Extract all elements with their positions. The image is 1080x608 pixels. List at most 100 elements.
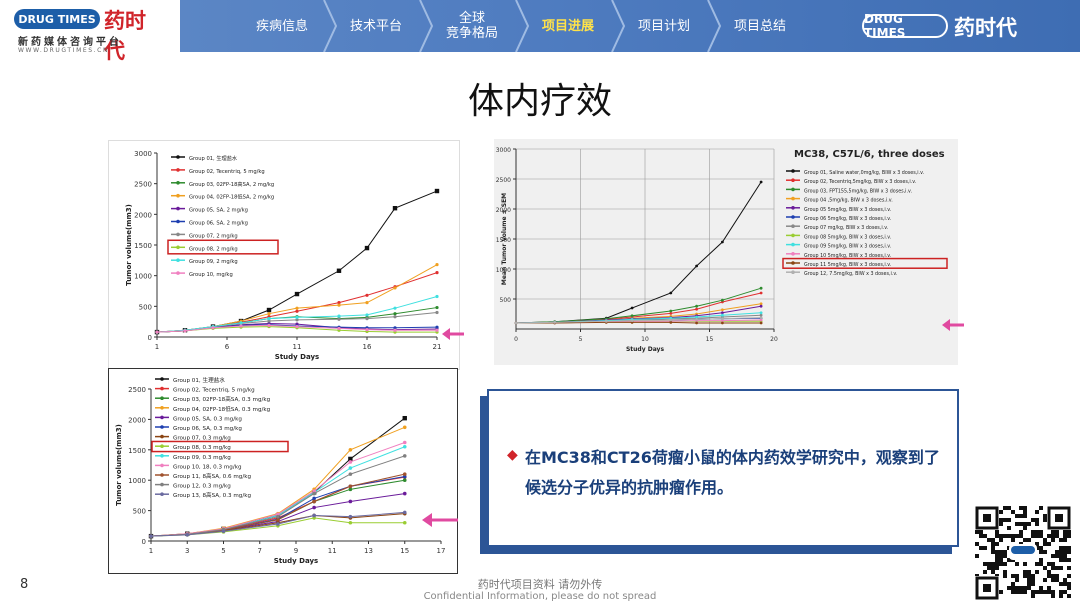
- legend-label: Group 04, 02FP-18低SA, 0.3 mg/kg: [173, 405, 271, 413]
- data-point: [721, 317, 724, 321]
- legend-marker: [176, 271, 180, 275]
- qr-module: [1011, 534, 1015, 538]
- legend-marker: [791, 242, 795, 247]
- legend-label: Group 05 5mg/kg, BIW x 3 doses,i.v.: [804, 207, 891, 213]
- qr-module: [1051, 578, 1055, 582]
- y-tick-label: 0: [148, 334, 152, 342]
- y-tick-label: 1000: [496, 267, 511, 274]
- qr-module: [995, 550, 999, 554]
- tab-project-summary[interactable]: 项目总结: [733, 18, 786, 34]
- qr-module: [975, 530, 979, 534]
- data-point: [630, 319, 634, 322]
- legend-label: Group 04 ,5mg/kg, BIW x 3 doses,i.v.: [804, 198, 893, 204]
- x-tick-label: 6: [225, 343, 230, 351]
- qr-module: [1007, 518, 1011, 522]
- qr-module: [1059, 594, 1063, 598]
- qr-module: [1067, 546, 1071, 550]
- data-point: [759, 302, 763, 306]
- qr-module: [1035, 530, 1039, 534]
- qr-module: [991, 538, 995, 542]
- qr-module: [1023, 586, 1027, 590]
- qr-module: [1031, 578, 1035, 582]
- data-point: [312, 513, 316, 518]
- legend-marker: [176, 168, 180, 172]
- tab-global-competition[interactable]: 全球 竞争格局: [445, 11, 498, 41]
- qr-module: [1035, 534, 1039, 538]
- legend-marker: [160, 482, 164, 487]
- legend-marker: [176, 193, 180, 198]
- qr-module: [995, 530, 999, 534]
- x-tick-label: 21: [433, 343, 442, 351]
- legend-label: Group 07 mg/kg, BIW x 3 doses,i.v.: [804, 225, 888, 231]
- data-point: [365, 301, 369, 305]
- data-point: [402, 491, 407, 496]
- qr-module: [995, 542, 999, 546]
- qr-module: [983, 546, 987, 550]
- qr-module: [1047, 562, 1051, 566]
- tab-tech-platform[interactable]: 技术平台: [349, 18, 402, 34]
- data-point: [348, 484, 353, 489]
- legend-label: Group 11 5mg/kg, BIW x 3 doses,i.v.: [804, 262, 891, 268]
- data-point: [348, 448, 353, 452]
- legend-marker: [160, 396, 164, 400]
- qr-module: [1023, 510, 1027, 514]
- qr-module: [999, 534, 1003, 538]
- data-point: [759, 286, 763, 290]
- drugtimes-logo-right[interactable]: DRUG TIMES 药时代: [862, 10, 1062, 42]
- qr-module: [1019, 530, 1023, 534]
- legend-highlight-box: [151, 440, 289, 453]
- qr-module: [1015, 590, 1019, 594]
- qr-module: [1039, 558, 1043, 562]
- y-tick-label: 2000: [496, 207, 511, 214]
- drugtimes-logo[interactable]: DRUG TIMES 药时代 新药媒体咨询平台 WWW.DRUGTIMES.CN: [14, 5, 164, 63]
- legend-marker: [160, 492, 164, 496]
- qr-module: [999, 522, 1003, 526]
- qr-module: [991, 562, 995, 566]
- x-tick-label: 7: [258, 547, 262, 555]
- qr-module: [1059, 558, 1063, 562]
- y-axis-label: Mean Tumor Volume ± SEM: [501, 193, 508, 285]
- data-point: [393, 315, 397, 319]
- qr-module: [1035, 518, 1039, 522]
- legend-label: Group 10 5mg/kg, BIW x 3 doses,i.v.: [804, 253, 891, 259]
- qr-module: [1031, 582, 1035, 586]
- qr-module: [1063, 534, 1067, 538]
- qr-finder-center: [1055, 514, 1063, 522]
- qr-module: [1059, 554, 1063, 558]
- qr-module: [1027, 570, 1031, 574]
- qr-module: [1067, 586, 1071, 590]
- y-tick-label: 2500: [128, 386, 146, 394]
- x-axis-label: Study Days: [626, 346, 665, 353]
- qr-finder-center: [983, 584, 991, 592]
- data-point: [348, 456, 353, 462]
- qr-module: [1007, 526, 1011, 530]
- data-point: [312, 499, 316, 504]
- logo-chinese: 药时代: [104, 9, 146, 63]
- data-point: [393, 328, 397, 332]
- qr-module: [1067, 550, 1071, 554]
- legend-marker: [176, 232, 180, 237]
- tab-project-plan[interactable]: 项目计划: [637, 18, 690, 34]
- legend-label: Group 04, 02FP-18低SA, 2 mg/kg: [189, 193, 274, 201]
- tab-disease-info[interactable]: 疾病信息: [255, 18, 308, 34]
- tab-separator-icon: [707, 0, 722, 52]
- qr-module: [1023, 514, 1027, 518]
- qr-module: [1023, 526, 1027, 530]
- qr-module: [999, 558, 1003, 562]
- y-axis-label: Tumor volume(mm3): [115, 424, 123, 506]
- data-point: [721, 240, 724, 244]
- legend-marker: [791, 178, 795, 182]
- qr-module: [1027, 574, 1031, 578]
- tab-project-progress[interactable]: 项目进展: [541, 18, 594, 34]
- data-point: [221, 529, 226, 534]
- qr-module: [1027, 586, 1031, 590]
- qr-code-icon[interactable]: [975, 506, 1071, 600]
- legend-marker: [791, 261, 795, 265]
- conclusion-callout: ◆ 在MC38和CT26荷瘤小鼠的体内药效学研究中，观察到了候选分子优异的抗肿瘤…: [487, 389, 959, 547]
- qr-module: [1003, 570, 1007, 574]
- legend-marker: [791, 169, 795, 173]
- qr-module: [1051, 538, 1055, 542]
- qr-module: [1063, 590, 1067, 594]
- y-tick-label: 1000: [128, 477, 146, 485]
- logo-subtitle: 新药媒体咨询平台: [18, 37, 122, 48]
